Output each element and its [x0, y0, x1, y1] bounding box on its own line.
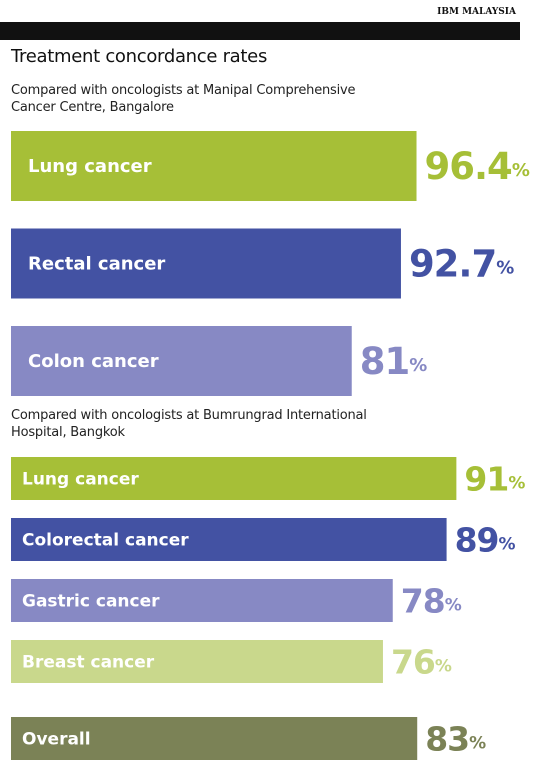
value-label: 92.7% [409, 242, 514, 285]
value-label: 96.4% [425, 145, 530, 188]
value-number: 91 [464, 459, 508, 498]
category-label: Overall [22, 730, 91, 750]
category-label: Colon cancer [28, 351, 159, 372]
category-label: Lung cancer [28, 156, 152, 177]
category-label: Lung cancer [22, 470, 139, 490]
value-unit: % [445, 596, 462, 616]
value-label: 89% [455, 520, 516, 559]
bar [11, 717, 418, 760]
value-unit: % [512, 160, 530, 181]
value-label: 78% [401, 581, 462, 620]
value-number: 89 [455, 520, 499, 559]
value-unit: % [496, 258, 514, 279]
source: IBM MALAYSIA [437, 7, 516, 17]
value-label: 81% [360, 340, 428, 383]
value-number: 81 [360, 340, 410, 383]
bar [11, 518, 447, 561]
value-number: 78 [401, 581, 445, 620]
category-label: Breast cancer [22, 653, 155, 673]
value-number: 92.7 [409, 242, 496, 285]
bar [11, 457, 457, 500]
category-label: Rectal cancer [28, 254, 165, 275]
subtitle: Compared with oncologists at Manipal Com… [11, 83, 356, 115]
value-label: 76% [391, 642, 452, 681]
bar [11, 640, 383, 683]
value-label: 83% [425, 719, 486, 758]
value-unit: % [508, 474, 525, 494]
bar [11, 579, 393, 622]
chart-title: Treatment concordance rates [11, 46, 268, 67]
value-label: 91% [464, 459, 525, 498]
value-unit: % [435, 657, 452, 677]
value-unit: % [409, 355, 427, 376]
category-label: Colorectal cancer [22, 531, 189, 551]
value-number: 96.4 [425, 145, 513, 188]
bar [11, 228, 401, 299]
bar [11, 326, 352, 396]
category-label: Gastric cancer [22, 592, 160, 612]
value-unit: % [499, 535, 516, 555]
bar [11, 131, 417, 201]
value-number: 76 [391, 642, 435, 681]
value-unit: % [469, 734, 486, 754]
subtitle: Compared with oncologists at Bumrungrad … [11, 408, 367, 440]
value-number: 83 [425, 719, 469, 758]
header-bar [0, 22, 520, 40]
